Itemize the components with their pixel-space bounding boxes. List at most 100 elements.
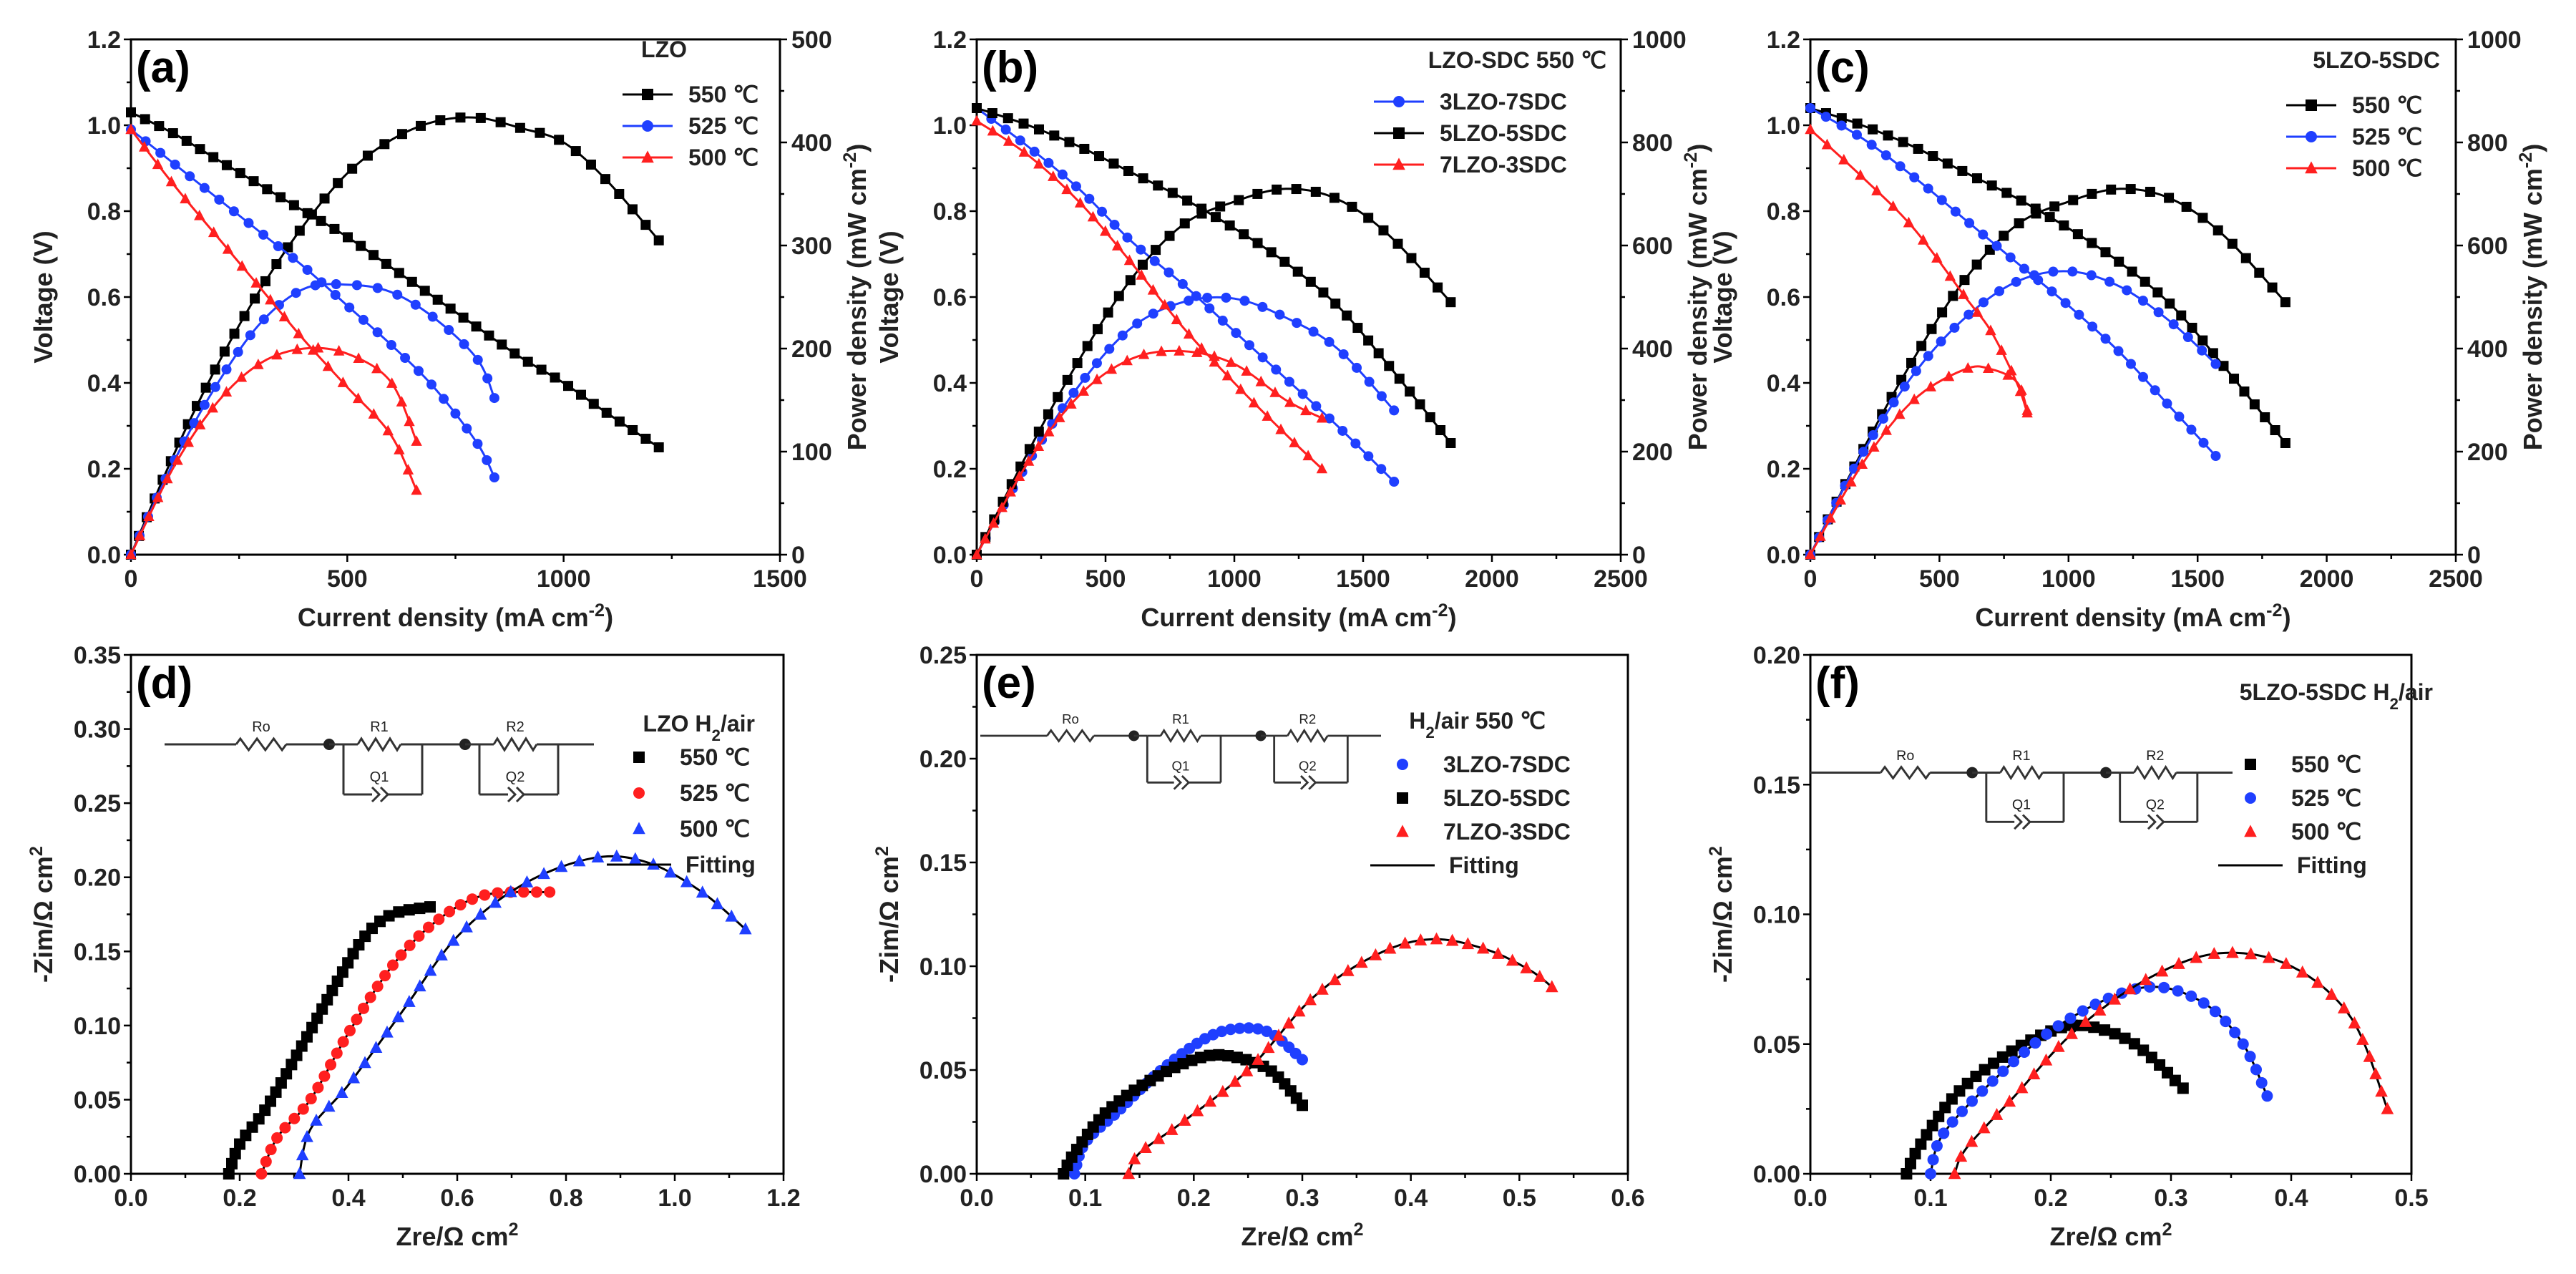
legend-fitting-label: Fitting [1449,852,1519,878]
voltage-point [1342,310,1352,321]
x-tick-label: 0.0 [114,1185,147,1212]
impedance-point [1461,937,1475,950]
voltage-point [1425,412,1435,422]
impedance-point [306,1021,318,1034]
series-0 [1068,1022,1308,1180]
x-tick-label: 500 [1085,565,1126,593]
impedance-point [520,875,534,888]
power-point [2197,213,2208,223]
power-point [1013,470,1025,481]
voltage-point [2100,334,2111,344]
voltage-point [653,442,664,452]
power-point [1138,348,1150,359]
impedance-point [2029,1037,2041,1049]
circuit-label-r1: R1 [1172,711,1189,726]
impedance-point [2015,1081,2029,1094]
power-point [1943,370,1955,381]
voltage-point [2046,286,2057,297]
x-tick-label: 0 [970,565,984,593]
x-axis-label: Current density (mA cm-2) [298,600,613,632]
voltage-point [185,171,195,182]
voltage-point [265,293,276,305]
voltage-point [214,194,225,205]
impedance-point [2088,1021,2100,1034]
power-point [1937,307,1948,318]
y-tick-label: 0.0 [1767,542,1800,569]
impedance-point [1938,1127,1950,1139]
y2-axis-label: Power density (mW cm-2) [1681,144,1712,451]
impedance-point [517,886,530,898]
x-tick-label: 0.6 [440,1185,474,1212]
power-point [1936,336,1946,347]
y2-axis-label: Power density (mW cm-2) [2516,144,2547,451]
voltage-point [352,392,364,404]
impedance-point [403,904,415,916]
impedance-point [322,1099,336,1112]
impedance-point [1178,1114,1191,1126]
impedance-point [1996,1051,2009,1063]
voltage-point [1868,124,1878,135]
impedance-point [664,865,677,878]
impedance-point [1927,1154,1939,1166]
legend-marker [1396,825,1409,837]
impedance-point [2019,1046,2031,1059]
power-point [1999,230,2009,241]
power-point [1858,447,1869,457]
voltage-point [236,260,248,271]
voltage-point [1163,267,1174,278]
power-point [459,339,469,349]
x-tick-label: 0.2 [2034,1185,2067,1212]
power-point [653,235,664,245]
power-point [2011,276,2021,287]
power-point [2029,270,2039,281]
power-point [291,343,303,354]
voltage-point [2186,424,2197,435]
voltage-point [1257,352,1268,363]
legend-title: LZO [641,37,687,62]
voltage-point [1950,206,1961,217]
power-point [333,344,345,356]
power-point [1923,351,1933,361]
voltage-point [139,141,150,152]
voltage-point [1235,383,1246,394]
impedance-point [2172,957,2185,969]
voltage-point [1167,188,1178,198]
resistor-symbol [356,736,402,752]
power-point [1221,292,1231,303]
voltage-point [1909,172,1920,183]
legend-marker [2245,759,2256,770]
impedance-point [1204,1049,1216,1061]
power-curve [1809,188,2286,555]
power-point [312,341,324,353]
power-point [1338,349,1349,359]
resistor-symbol [1880,765,1931,780]
impedance-point [1152,1132,1166,1144]
voltage-point [1405,386,1415,397]
voltage-point [1275,423,1287,434]
impedance-point [1240,1054,1252,1066]
voltage-point [152,158,164,170]
voltage-point [1805,103,1815,113]
power-point [253,359,264,369]
impedance-point [1986,1075,1999,1087]
power-point [2153,307,2164,318]
voltage-point [344,302,355,313]
y-tick-label: 0.05 [919,1057,967,1084]
power-point [495,117,506,127]
voltage-curve [1810,107,2287,444]
impedance-point [467,893,479,905]
y-tick-label: 0.6 [87,284,121,311]
impedance-point [331,975,343,987]
power-point [294,225,305,236]
voltage-point [2087,321,2098,332]
fitting-curve [228,905,431,1175]
voltage-point [1895,161,1906,172]
y-tick-label: 0.05 [1753,1031,1800,1059]
impedance-point [2325,988,2338,1000]
voltage-point [222,243,234,254]
voltage-point [439,394,449,404]
voltage-point [288,200,299,210]
legend: LZO-SDC 550 ℃ 3LZO-7SDC 5LZO-5SDC 7LZO-3SDC [1374,47,1606,178]
power-point [1148,308,1158,319]
power-point [1091,373,1103,384]
